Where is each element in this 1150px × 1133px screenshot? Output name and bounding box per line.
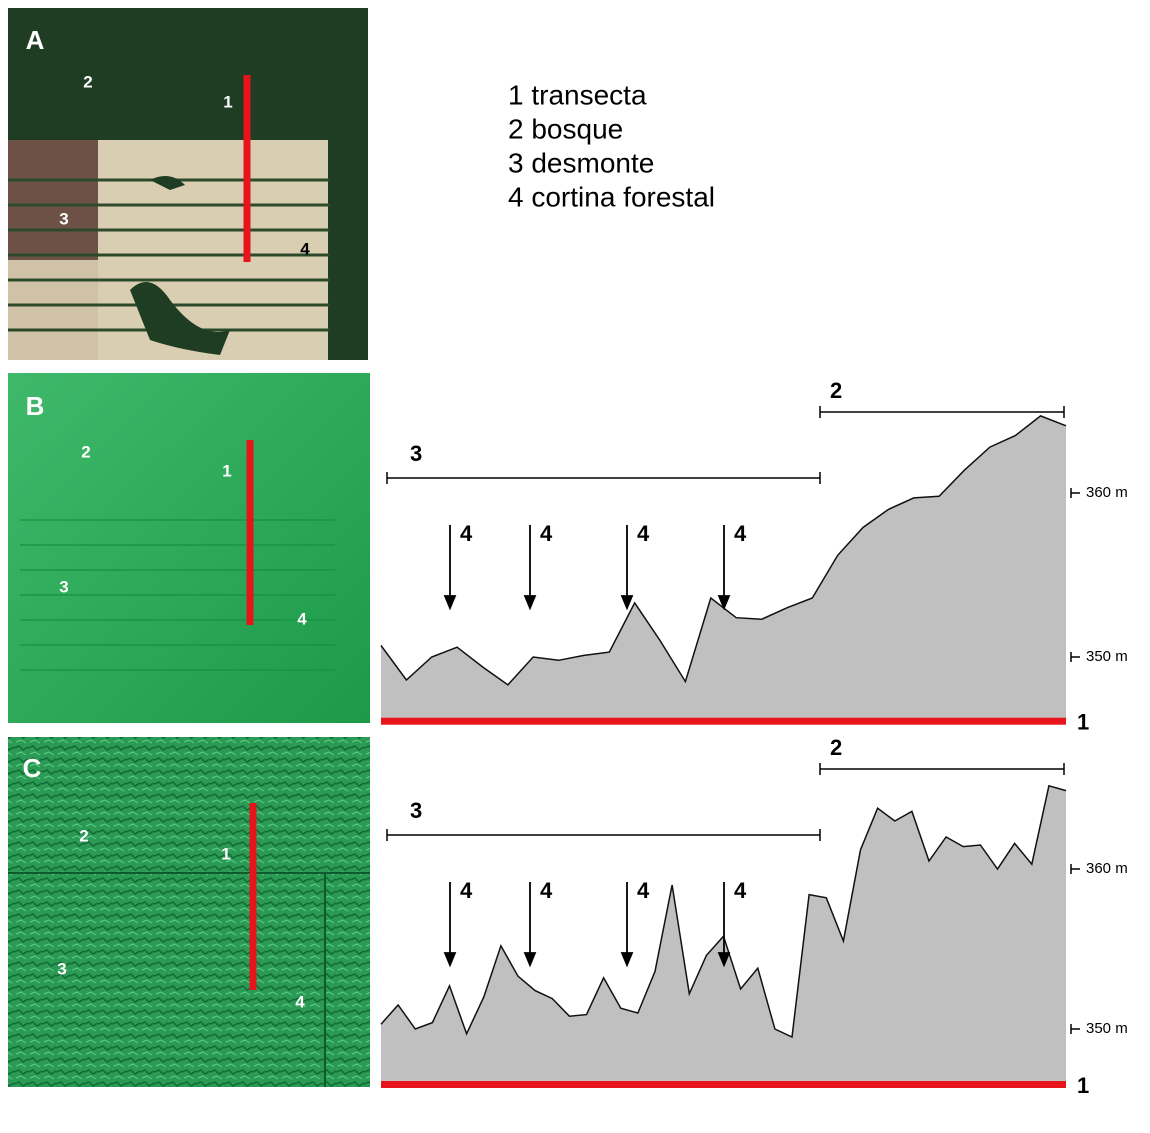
- annotation: 2: [830, 378, 842, 403]
- transect-bar: [381, 718, 1066, 725]
- arrow: [525, 882, 535, 965]
- map-label: 2: [81, 442, 90, 461]
- arrow: [445, 882, 455, 965]
- y-tick-label: 360 m: [1086, 860, 1128, 877]
- y-tick: [1071, 652, 1080, 662]
- legend-item: 4 cortina forestal: [508, 181, 715, 212]
- arrow: [622, 525, 632, 608]
- annotation: 3: [410, 441, 422, 466]
- arrow: [719, 882, 729, 965]
- range-bar: [387, 472, 820, 484]
- annotation: 1: [1077, 710, 1089, 735]
- arrow: [719, 525, 729, 608]
- y-tick-label: 350 m: [1086, 1020, 1128, 1037]
- arrow: [525, 525, 535, 608]
- map-label: 2: [79, 826, 88, 845]
- map-label: 2: [83, 72, 92, 91]
- panel-letter: A: [26, 25, 45, 55]
- map-label: 4: [295, 992, 305, 1011]
- legend-item: 1 transecta: [508, 79, 647, 110]
- annotation: 4: [540, 521, 553, 546]
- map-label: 1: [223, 92, 232, 111]
- legend-item: 3 desmonte: [508, 147, 654, 178]
- range-bar: [820, 763, 1064, 775]
- map-c: [8, 737, 370, 1087]
- annotation: 4: [460, 878, 473, 903]
- map-a: [8, 8, 368, 360]
- range-bar: [387, 829, 820, 841]
- annotation: 3: [410, 798, 422, 823]
- annotation: 1: [1077, 1073, 1089, 1098]
- y-tick: [1071, 864, 1080, 874]
- y-tick: [1071, 488, 1080, 498]
- panel-letter: C: [23, 753, 42, 783]
- map-label: 1: [221, 844, 230, 863]
- legend-item: 2 bosque: [508, 113, 623, 144]
- figure: 1 transecta 2 bosque 3 desmonte 4 cortin…: [0, 0, 1150, 1128]
- legend: 1 transecta 2 bosque 3 desmonte 4 cortin…: [508, 79, 715, 212]
- annotation: 4: [637, 521, 650, 546]
- transect-bar: [381, 1081, 1066, 1088]
- arrow: [445, 525, 455, 608]
- range-bar: [820, 406, 1064, 418]
- map-label: 3: [59, 577, 68, 596]
- y-tick-label: 350 m: [1086, 648, 1128, 665]
- panel-letter: B: [26, 391, 45, 421]
- y-tick: [1071, 1024, 1080, 1034]
- arrow: [622, 882, 632, 965]
- map-label: 4: [297, 609, 307, 628]
- annotation: 4: [540, 878, 553, 903]
- annotation: 4: [460, 521, 473, 546]
- y-tick-label: 360 m: [1086, 484, 1128, 501]
- annotation: 2: [830, 735, 842, 760]
- map-label: 3: [57, 959, 66, 978]
- annotation: 4: [734, 521, 747, 546]
- map-label: 3: [59, 209, 68, 228]
- annotation: 4: [637, 878, 650, 903]
- map-label: 4: [300, 239, 310, 258]
- annotation: 4: [734, 878, 747, 903]
- map-b: [8, 373, 370, 723]
- map-label: 1: [222, 461, 231, 480]
